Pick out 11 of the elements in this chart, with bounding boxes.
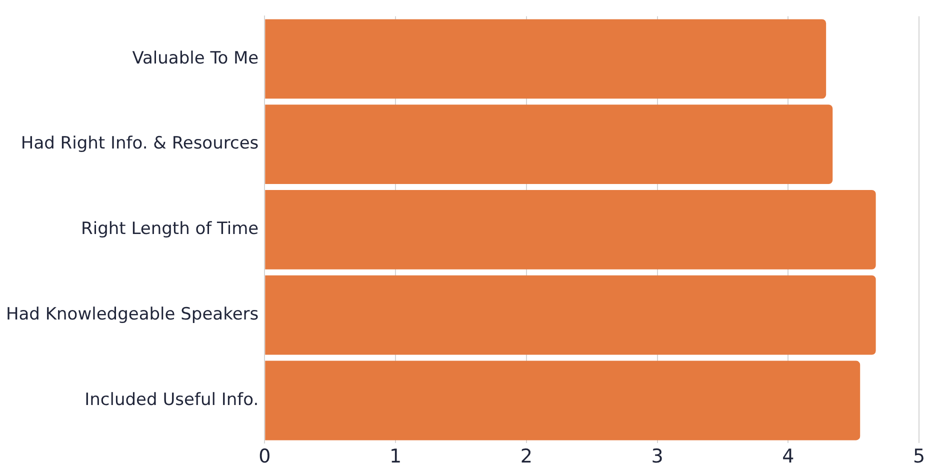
y-tick-label: Had Knowledgeable Speakers — [6, 304, 259, 325]
x-tick-label: 5 — [912, 446, 926, 468]
y-tick-label: Valuable To Me — [132, 48, 259, 68]
y-tick-label: Had Right Info. & Resources — [20, 134, 259, 154]
x-tick-label: 0 — [258, 446, 271, 468]
x-tick-label: 3 — [651, 446, 664, 468]
x-tick-label: 4 — [782, 446, 794, 468]
x-tick-label: 2 — [520, 446, 532, 468]
x-tick-label: 1 — [389, 446, 402, 468]
y-tick-label: Right Length of Time — [81, 219, 259, 240]
y-tick-label: Included Useful Info. — [84, 390, 259, 410]
